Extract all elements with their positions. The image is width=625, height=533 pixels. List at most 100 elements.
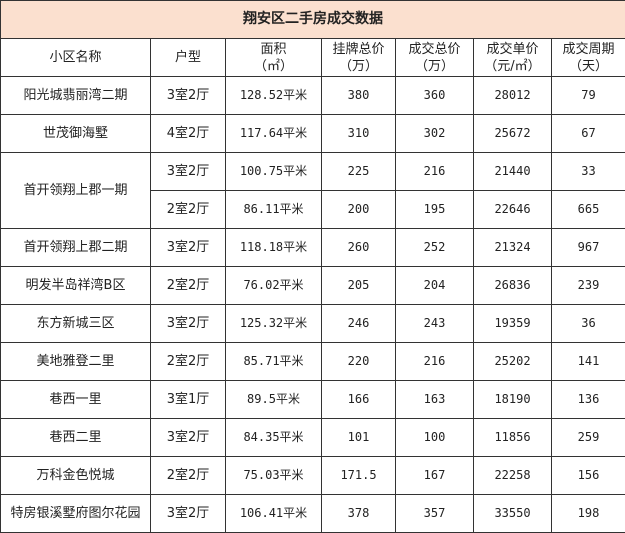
- table-cell: 204: [395, 266, 474, 305]
- table-cell: 163: [395, 380, 474, 419]
- table-row: 明发半岛祥湾B区 2室2厅 76.02平米 205 204 26836 239: [0, 266, 625, 305]
- table-cell: 89.5平米: [225, 380, 322, 419]
- table-cell: 246: [321, 304, 396, 343]
- table-title: 翔安区二手房成交数据: [0, 0, 625, 39]
- table-cell: 67: [550, 114, 625, 153]
- table-cell: 首开领翔上郡二期: [0, 228, 151, 267]
- column-header: 小区名称: [0, 38, 151, 77]
- table-cell: 3室2厅: [150, 304, 226, 343]
- table-cell: 216: [395, 342, 474, 381]
- table-cell: 216: [395, 152, 474, 191]
- table-cell: 378: [321, 494, 396, 533]
- table-cell: 156: [550, 456, 625, 495]
- table-cell: 310: [321, 114, 396, 153]
- table-cell: 36: [550, 304, 625, 343]
- table-cell: 166: [321, 380, 396, 419]
- table-cell: 18190: [473, 380, 552, 419]
- table-cell: 万科金色悦城: [0, 456, 151, 495]
- table-cell: 阳光城翡丽湾二期: [0, 76, 151, 115]
- table-cell: 3室2厅: [150, 418, 226, 457]
- header-row: 小区名称 户型 面积 （㎡） 挂牌总价 （万） 成交总价 （万） 成交单价 （元/㎡） 成交…: [0, 38, 625, 77]
- table-cell: 260: [321, 228, 396, 267]
- table-cell: 22258: [473, 456, 552, 495]
- table-cell: 首开领翔上郡一期: [0, 152, 151, 229]
- table-cell: 101: [321, 418, 396, 457]
- table-cell: 100.75平米: [225, 152, 322, 191]
- table-cell: 125.32平米: [225, 304, 322, 343]
- table-cell: 2室2厅: [150, 190, 226, 229]
- table-cell: 259: [550, 418, 625, 457]
- column-header: 户型: [150, 38, 226, 77]
- table-cell: 巷西二里: [0, 418, 151, 457]
- table-cell: 21324: [473, 228, 552, 267]
- table-cell: 360: [395, 76, 474, 115]
- table-cell: 84.35平米: [225, 418, 322, 457]
- table-cell: 302: [395, 114, 474, 153]
- table-cell: 26836: [473, 266, 552, 305]
- table-cell: 225: [321, 152, 396, 191]
- table-row: 东方新城三区 3室2厅 125.32平米 246 243 19359 36: [0, 304, 625, 343]
- table-cell: 85.71平米: [225, 342, 322, 381]
- table-cell: 25202: [473, 342, 552, 381]
- column-header: 挂牌总价 （万）: [321, 38, 396, 77]
- table-cell: 79: [550, 76, 625, 115]
- table-row: 阳光城翡丽湾二期 3室2厅 128.52平米 380 360 28012 79: [0, 76, 625, 115]
- table-cell: 100: [395, 418, 474, 457]
- table-cell: 205: [321, 266, 396, 305]
- table-cell: 3室2厅: [150, 494, 226, 533]
- table-cell: 明发半岛祥湾B区: [0, 266, 151, 305]
- table-cell: 巷西一里: [0, 380, 151, 419]
- table-cell: 200: [321, 190, 396, 229]
- table-cell: 357: [395, 494, 474, 533]
- table-cell: 3室2厅: [150, 76, 226, 115]
- table-row: 首开领翔上郡一期 3室2厅 100.75平米 225 216 21440 33: [0, 152, 625, 229]
- table-row: 美地雅登二里 2室2厅 85.71平米 220 216 25202 141: [0, 342, 625, 381]
- column-header: 成交总价 （万）: [395, 38, 474, 77]
- table-cell: 243: [395, 304, 474, 343]
- table-cell: 198: [550, 494, 625, 533]
- table-cell: 220: [321, 342, 396, 381]
- table-cell: 128.52平米: [225, 76, 322, 115]
- table-row: 2室2厅 86.11平米 200 195 22646 665: [1, 190, 625, 229]
- table-row: 世茂御海墅 4室2厅 117.64平米 310 302 25672 67: [0, 114, 625, 153]
- table-cell: 3室2厅: [150, 228, 226, 267]
- table-cell: 22646: [473, 190, 552, 229]
- table-row: 巷西二里 3室2厅 84.35平米 101 100 11856 259: [0, 418, 625, 457]
- table-cell: 2室2厅: [150, 342, 226, 381]
- table-cell: 19359: [473, 304, 552, 343]
- table-cell: 141: [550, 342, 625, 381]
- column-header: 成交周期 （天）: [550, 38, 625, 77]
- table-cell: 86.11平米: [225, 190, 322, 229]
- table-cell: 380: [321, 76, 396, 115]
- table-cell: 美地雅登二里: [0, 342, 151, 381]
- table-cell: 2室2厅: [150, 456, 226, 495]
- table-cell: 11856: [473, 418, 552, 457]
- table-cell: 665: [550, 190, 625, 229]
- table-cell: 118.18平米: [225, 228, 322, 267]
- column-header: 面积 （㎡）: [225, 38, 322, 77]
- table-cell: 2室2厅: [150, 266, 226, 305]
- table-cell: 76.02平米: [225, 266, 322, 305]
- table-row: 万科金色悦城 2室2厅 75.03平米 171.5 167 22258 156: [0, 456, 625, 495]
- table-cell: 3室2厅: [150, 152, 226, 191]
- table-cell: 171.5: [321, 456, 396, 495]
- table-cell: 967: [550, 228, 625, 267]
- table-cell: 252: [395, 228, 474, 267]
- table-cell: 117.64平米: [225, 114, 322, 153]
- table-cell: 106.41平米: [225, 494, 322, 533]
- table-cell: 4室2厅: [150, 114, 226, 153]
- table-cell: 167: [395, 456, 474, 495]
- table-cell: 28012: [473, 76, 552, 115]
- table-cell: 75.03平米: [225, 456, 322, 495]
- table-cell: 195: [395, 190, 474, 229]
- table-cell: 239: [550, 266, 625, 305]
- table-cell: 21440: [473, 152, 552, 191]
- table-row: 首开领翔上郡二期 3室2厅 118.18平米 260 252 21324 967: [0, 228, 625, 267]
- column-header: 成交单价 （元/㎡）: [473, 38, 552, 77]
- table-cell: 东方新城三区: [0, 304, 151, 343]
- table-cell: 特房银溪墅府图尔花园: [0, 494, 151, 533]
- table-cell: 33550: [473, 494, 552, 533]
- table-row: 巷西一里 3室1厅 89.5平米 166 163 18190 136: [0, 380, 625, 419]
- table-cell: 世茂御海墅: [0, 114, 151, 153]
